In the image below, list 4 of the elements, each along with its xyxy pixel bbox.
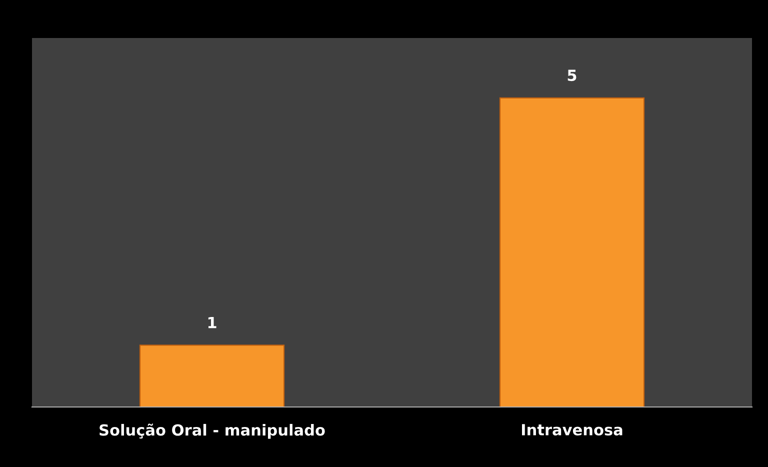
x-tick-label: Solução Oral - manipulado [100, 424, 325, 439]
data-label: 1 [208, 316, 216, 328]
x-tick-label: Intravenosa [522, 424, 622, 436]
data-label: 5 [568, 70, 576, 82]
